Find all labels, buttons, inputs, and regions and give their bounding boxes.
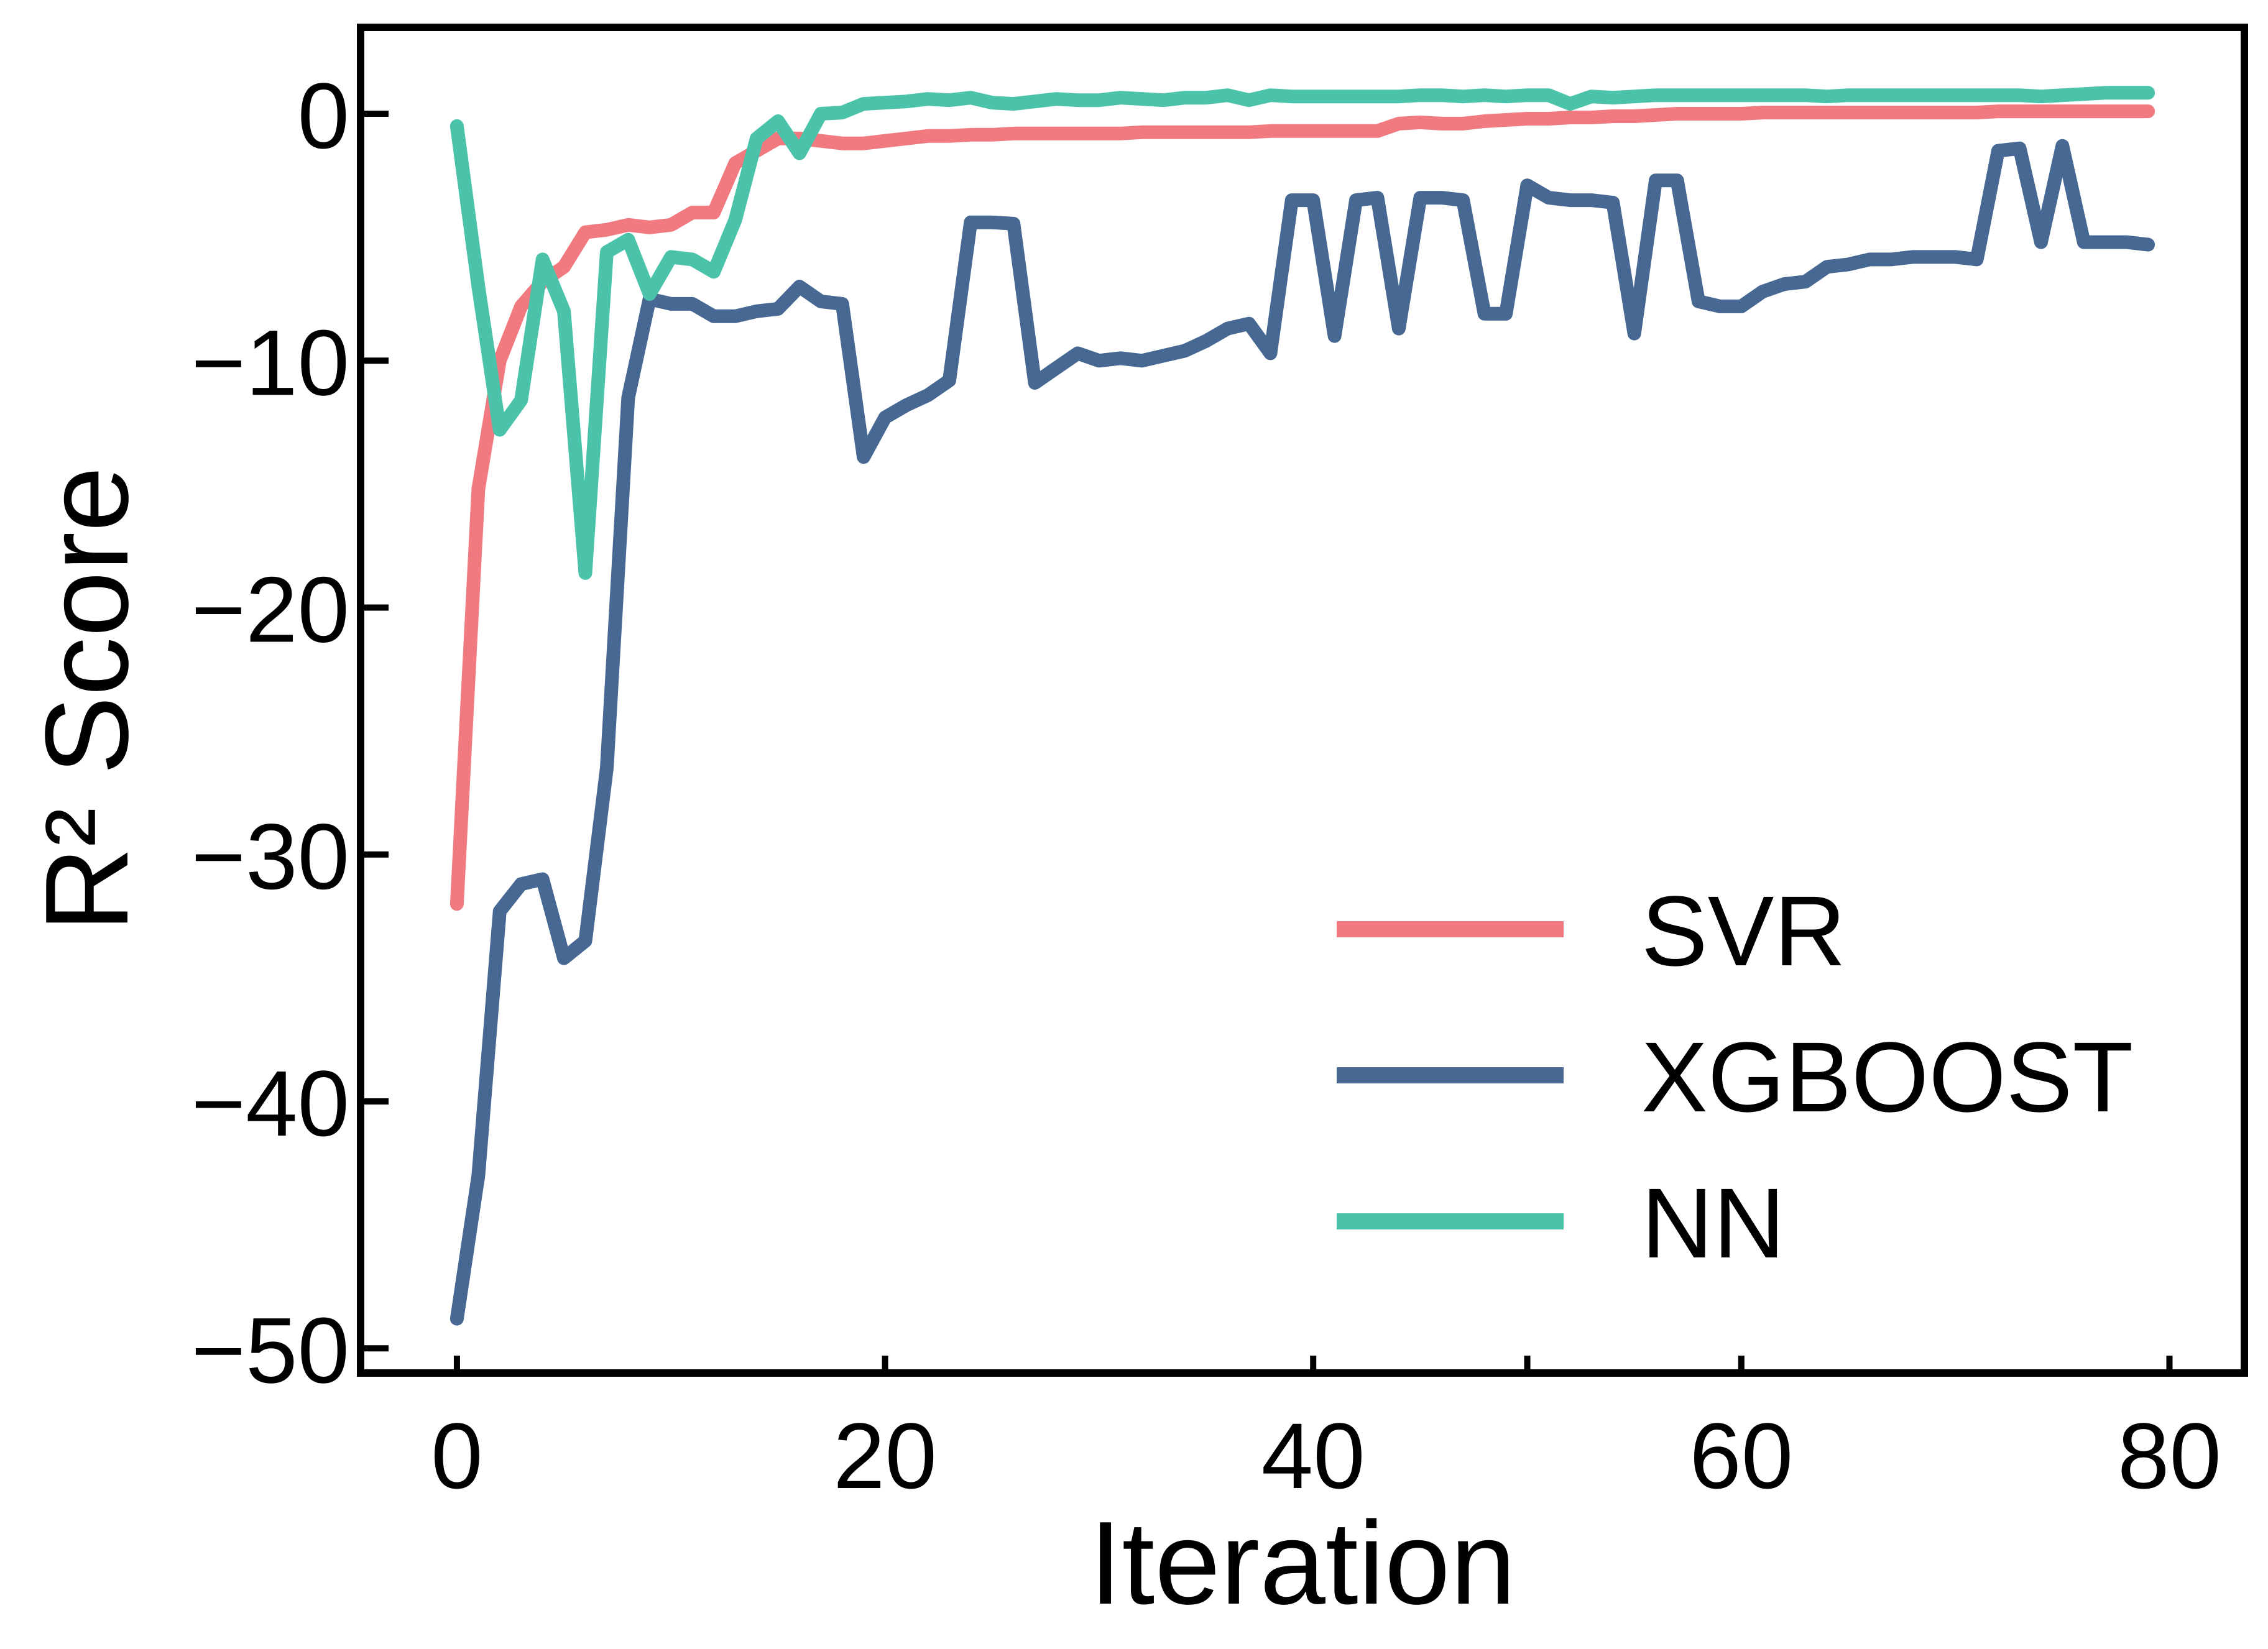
x-axis-label: Iteration bbox=[1089, 1497, 1516, 1629]
y-axis-ticks: 0 −10 −20 −30 −40 −50 bbox=[191, 63, 389, 1402]
legend-label-nn: NN bbox=[1641, 1167, 1785, 1279]
series-line-nn bbox=[449, 86, 2155, 580]
y-tick-label: 0 bbox=[298, 63, 349, 168]
y-tick-label: −20 bbox=[191, 558, 349, 662]
x-tick-label: 60 bbox=[1689, 1403, 1793, 1508]
y-axis-label: R² Score bbox=[21, 466, 153, 932]
y-tick-label: −10 bbox=[191, 310, 349, 415]
y-tick-label: −30 bbox=[191, 804, 349, 909]
legend-label-xgboost: XGBOOST bbox=[1641, 1021, 2133, 1132]
legend: SVR XGBOOST NN bbox=[1337, 875, 2133, 1279]
x-tick-label: 20 bbox=[833, 1403, 937, 1508]
series-line-svr bbox=[449, 104, 2155, 911]
y-tick-label: −40 bbox=[191, 1051, 349, 1155]
series-layer bbox=[449, 86, 2155, 1326]
x-tick-label: 80 bbox=[2118, 1403, 2221, 1508]
series-line-xgboost bbox=[449, 139, 2155, 1326]
plot-frame bbox=[357, 24, 2248, 1377]
x-axis-ticks: 0 20 40 60 80 bbox=[431, 1356, 2221, 1508]
y-tick-label: −50 bbox=[191, 1298, 349, 1402]
x-tick-label: 40 bbox=[1261, 1403, 1365, 1508]
legend-label-svr: SVR bbox=[1641, 875, 1846, 986]
x-tick-label: 0 bbox=[431, 1403, 482, 1508]
